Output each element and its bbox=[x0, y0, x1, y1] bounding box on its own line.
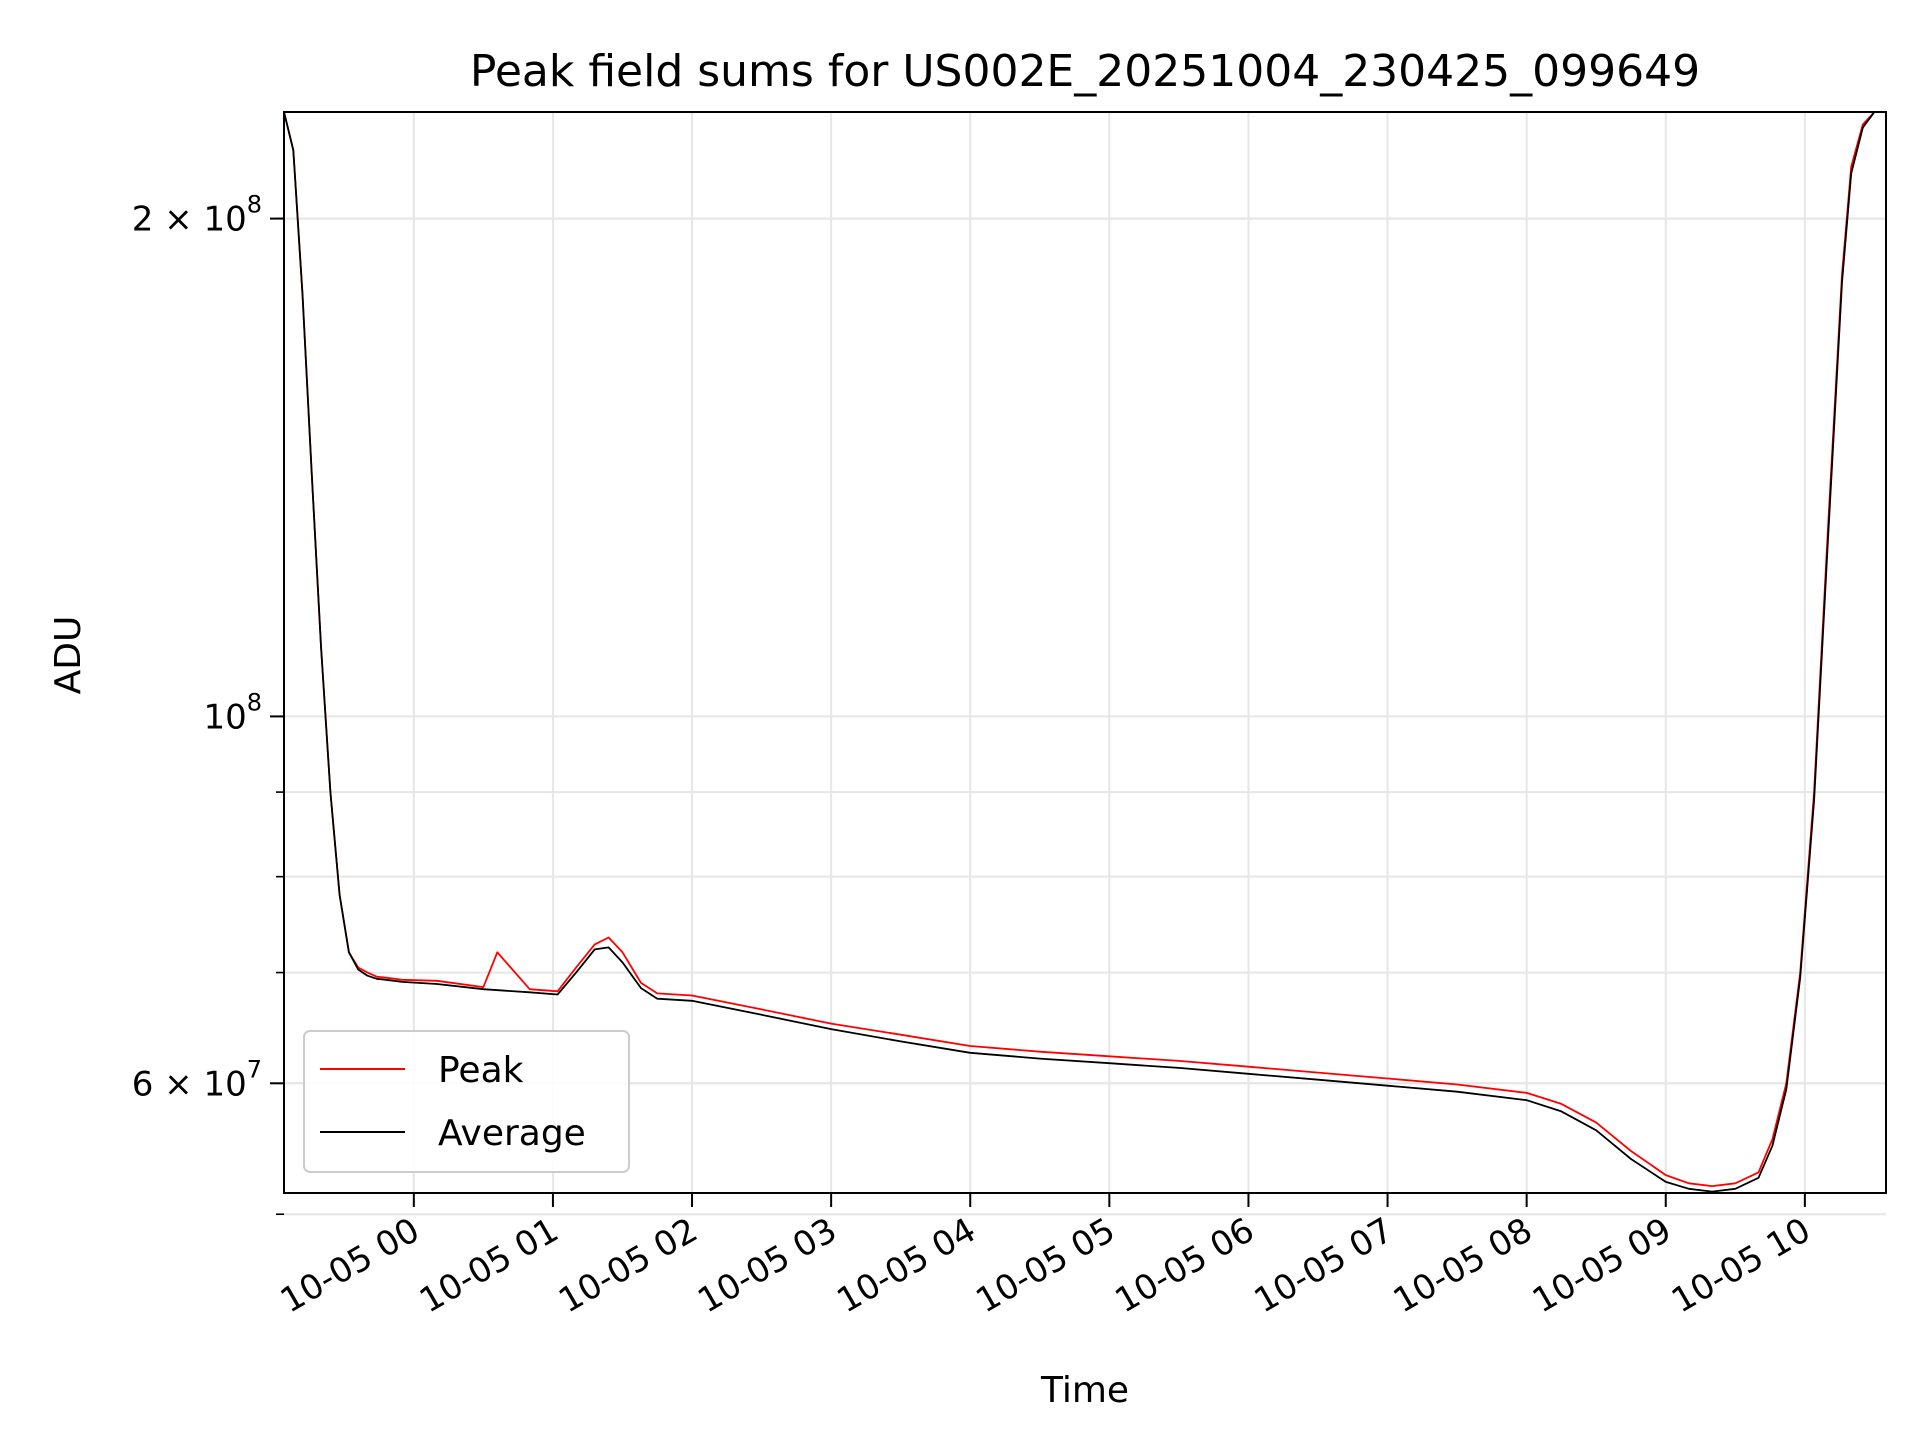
x-tick-label: 10-05 04 bbox=[830, 1210, 982, 1321]
x-tick-label: 10-05 10 bbox=[1665, 1210, 1817, 1321]
plot-frame bbox=[283, 111, 1887, 1194]
x-tick-label: 10-05 07 bbox=[1248, 1210, 1400, 1321]
x-tick-label: 10-05 06 bbox=[1109, 1210, 1261, 1321]
x-tick-label: 10-05 05 bbox=[969, 1210, 1121, 1321]
grid bbox=[284, 112, 1886, 1216]
y-tick-label: 108 bbox=[203, 688, 262, 737]
series-line-average bbox=[284, 112, 1876, 1193]
chart-title: Peak field sums for US002E_20251004_2304… bbox=[470, 46, 1700, 97]
legend-label-peak: Peak bbox=[438, 1050, 524, 1091]
y-tick-label: 6 × 107 bbox=[132, 1055, 262, 1104]
series-line-peak bbox=[284, 112, 1876, 1187]
y-axis-label: ADU bbox=[48, 616, 89, 695]
x-axis-label: Time bbox=[1040, 1370, 1129, 1411]
x-tick-label: 10-05 09 bbox=[1526, 1210, 1678, 1321]
legend: Peak Average bbox=[303, 1030, 630, 1173]
x-tick-label: 10-05 01 bbox=[413, 1210, 565, 1321]
x-tick-label: 10-05 02 bbox=[552, 1210, 704, 1321]
x-tick-label: 10-05 08 bbox=[1387, 1210, 1539, 1321]
plot-area bbox=[284, 112, 1876, 1193]
x-tick-label: 10-05 03 bbox=[691, 1210, 843, 1321]
legend-box bbox=[303, 1030, 630, 1173]
y-tick-label: 2 × 108 bbox=[132, 191, 262, 240]
x-tick-label: 10-05 00 bbox=[274, 1210, 426, 1321]
y-axis: 6 × 107 108 2 × 108 bbox=[132, 191, 284, 1216]
legend-label-average: Average bbox=[438, 1113, 586, 1154]
